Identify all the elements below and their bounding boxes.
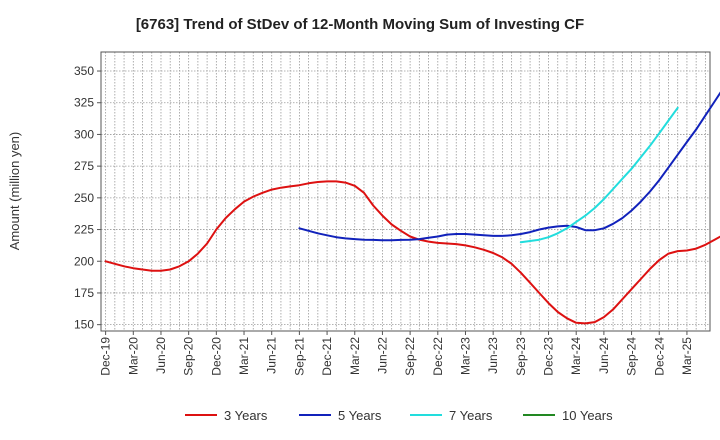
x-tick-label: Sep-22 (403, 337, 417, 376)
x-tick-label: Sep-24 (625, 337, 639, 376)
x-tick-label: Jun-22 (375, 337, 389, 374)
x-tick-label: Jun-21 (265, 337, 279, 374)
x-tick-label: Dec-23 (542, 337, 556, 376)
y-tick-label: 225 (74, 223, 94, 237)
plot-area (101, 52, 710, 331)
x-tick-label: Sep-21 (292, 337, 306, 376)
x-tick-label: Dec-20 (209, 337, 223, 376)
x-tick-label: Mar-21 (237, 337, 251, 375)
plot-frame (100, 51, 711, 332)
x-tick-label: Dec-19 (99, 337, 113, 376)
x-tick-label: Jun-24 (597, 337, 611, 374)
y-tick-label: 300 (74, 127, 94, 141)
y-tick-label: 325 (74, 96, 94, 110)
x-tick-label: Dec-22 (431, 337, 445, 376)
y-tick-label: 275 (74, 159, 94, 173)
legend-label: 7 Years (449, 408, 493, 423)
legend: 3 Years 5 Years 7 Years 10 Years (185, 408, 613, 423)
legend-label: 3 Years (224, 408, 268, 423)
y-tick-label: 150 (74, 318, 94, 332)
x-tick-label: Jun-20 (154, 337, 168, 374)
y-tick-label: 200 (74, 254, 94, 268)
grid (101, 52, 710, 331)
x-tick-label: Mar-23 (458, 337, 472, 375)
series-layer (104, 91, 720, 325)
series-line-7-years (519, 106, 679, 244)
x-tick-label: Mar-25 (680, 337, 694, 375)
x-tick-label: Mar-22 (348, 337, 362, 375)
x-tick-label: Sep-23 (514, 337, 528, 376)
x-axis: Dec-19 Mar-20 Jun-20 Sep-20 Dec-20 Mar-21 Jun-… (99, 331, 694, 376)
x-tick-label: Mar-20 (126, 337, 140, 375)
y-axis: 150 175 200 225 250 275 300 325 350 (74, 64, 101, 332)
x-tick-label: Sep-20 (182, 337, 196, 376)
x-tick-label: Dec-24 (652, 337, 666, 376)
y-tick-label: 175 (74, 286, 94, 300)
chart-title: [6763] Trend of StDev of 12-Month Moving… (136, 16, 584, 33)
x-tick-label: Mar-24 (569, 337, 583, 375)
x-tick-label: Dec-21 (320, 337, 334, 376)
y-tick-label: 350 (74, 64, 94, 78)
series-line-3-years (104, 180, 720, 325)
y-tick-label: 250 (74, 191, 94, 205)
x-tick-label: Jun-23 (486, 337, 500, 374)
series-line-5-years (298, 91, 720, 242)
legend-label: 5 Years (338, 408, 382, 423)
legend-label: 10 Years (562, 408, 613, 423)
y-axis-title: Amount (million yen) (7, 132, 22, 251)
